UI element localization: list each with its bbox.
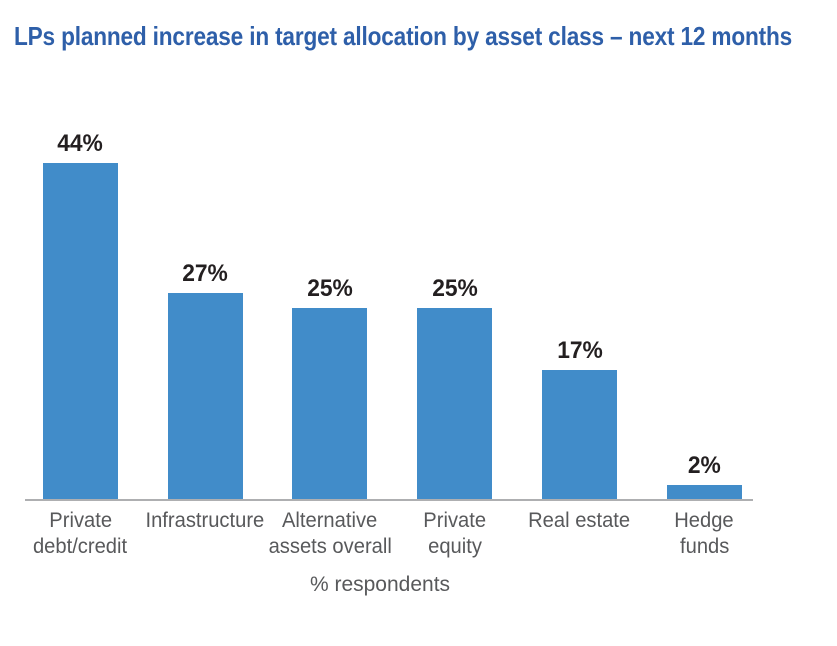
x-axis-tick-label: Alternative assets overall — [268, 508, 393, 560]
x-axis-tick-label-line: Alternative — [282, 509, 378, 532]
bars-area: 44% 27% 25% 25% 17% 2% — [18, 0, 767, 500]
bar-group: 2% — [642, 0, 767, 500]
x-axis-tick-label-line: assets overall — [268, 535, 392, 558]
x-axis-line — [25, 499, 753, 501]
bar-value-label: 27% — [182, 260, 229, 287]
bar-value-label: 2% — [687, 452, 721, 479]
bar-group: 27% — [143, 0, 268, 500]
x-axis-category-labels: Private debt/credit Infrastructure Alternat… — [18, 508, 767, 560]
x-axis-tick-label: Private equity — [392, 508, 517, 560]
x-axis-tick-label: Infrastructure — [143, 508, 268, 560]
x-axis-tick-label-line: Real estate — [528, 509, 631, 532]
bar-group: 25% — [268, 0, 393, 500]
x-axis-tick-label: Hedge funds — [642, 508, 767, 560]
bar — [542, 370, 618, 500]
bar — [292, 308, 368, 500]
x-axis-tick-label-line: funds — [679, 535, 730, 558]
bar-group: 17% — [517, 0, 642, 500]
bar — [417, 308, 493, 500]
x-axis-tick-label: Real estate — [517, 508, 642, 560]
x-axis-tick-label-line: debt/credit — [33, 535, 128, 558]
x-axis-tick-label-line: Infrastructure — [145, 509, 265, 532]
x-axis-tick-label: Private debt/credit — [18, 508, 143, 560]
bar-value-label: 44% — [57, 130, 104, 157]
bar-group: 25% — [392, 0, 517, 500]
bar-value-label: 25% — [431, 275, 478, 302]
chart-title: LPs planned increase in target allocatio… — [14, 21, 793, 51]
bar — [167, 293, 243, 500]
x-axis-tick-label-line: equity — [427, 535, 482, 558]
bar-value-label: 25% — [307, 275, 353, 302]
x-axis-tick-label-line: Hedge — [674, 509, 735, 532]
bar — [666, 485, 742, 500]
x-axis-title: % respondents — [309, 573, 451, 596]
x-axis-tick-label-line: Private — [423, 509, 487, 532]
bar-value-label: 17% — [556, 337, 603, 364]
bar — [42, 163, 118, 500]
bar-group: 44% — [18, 0, 143, 500]
x-axis-tick-label-line: Private — [49, 509, 112, 532]
